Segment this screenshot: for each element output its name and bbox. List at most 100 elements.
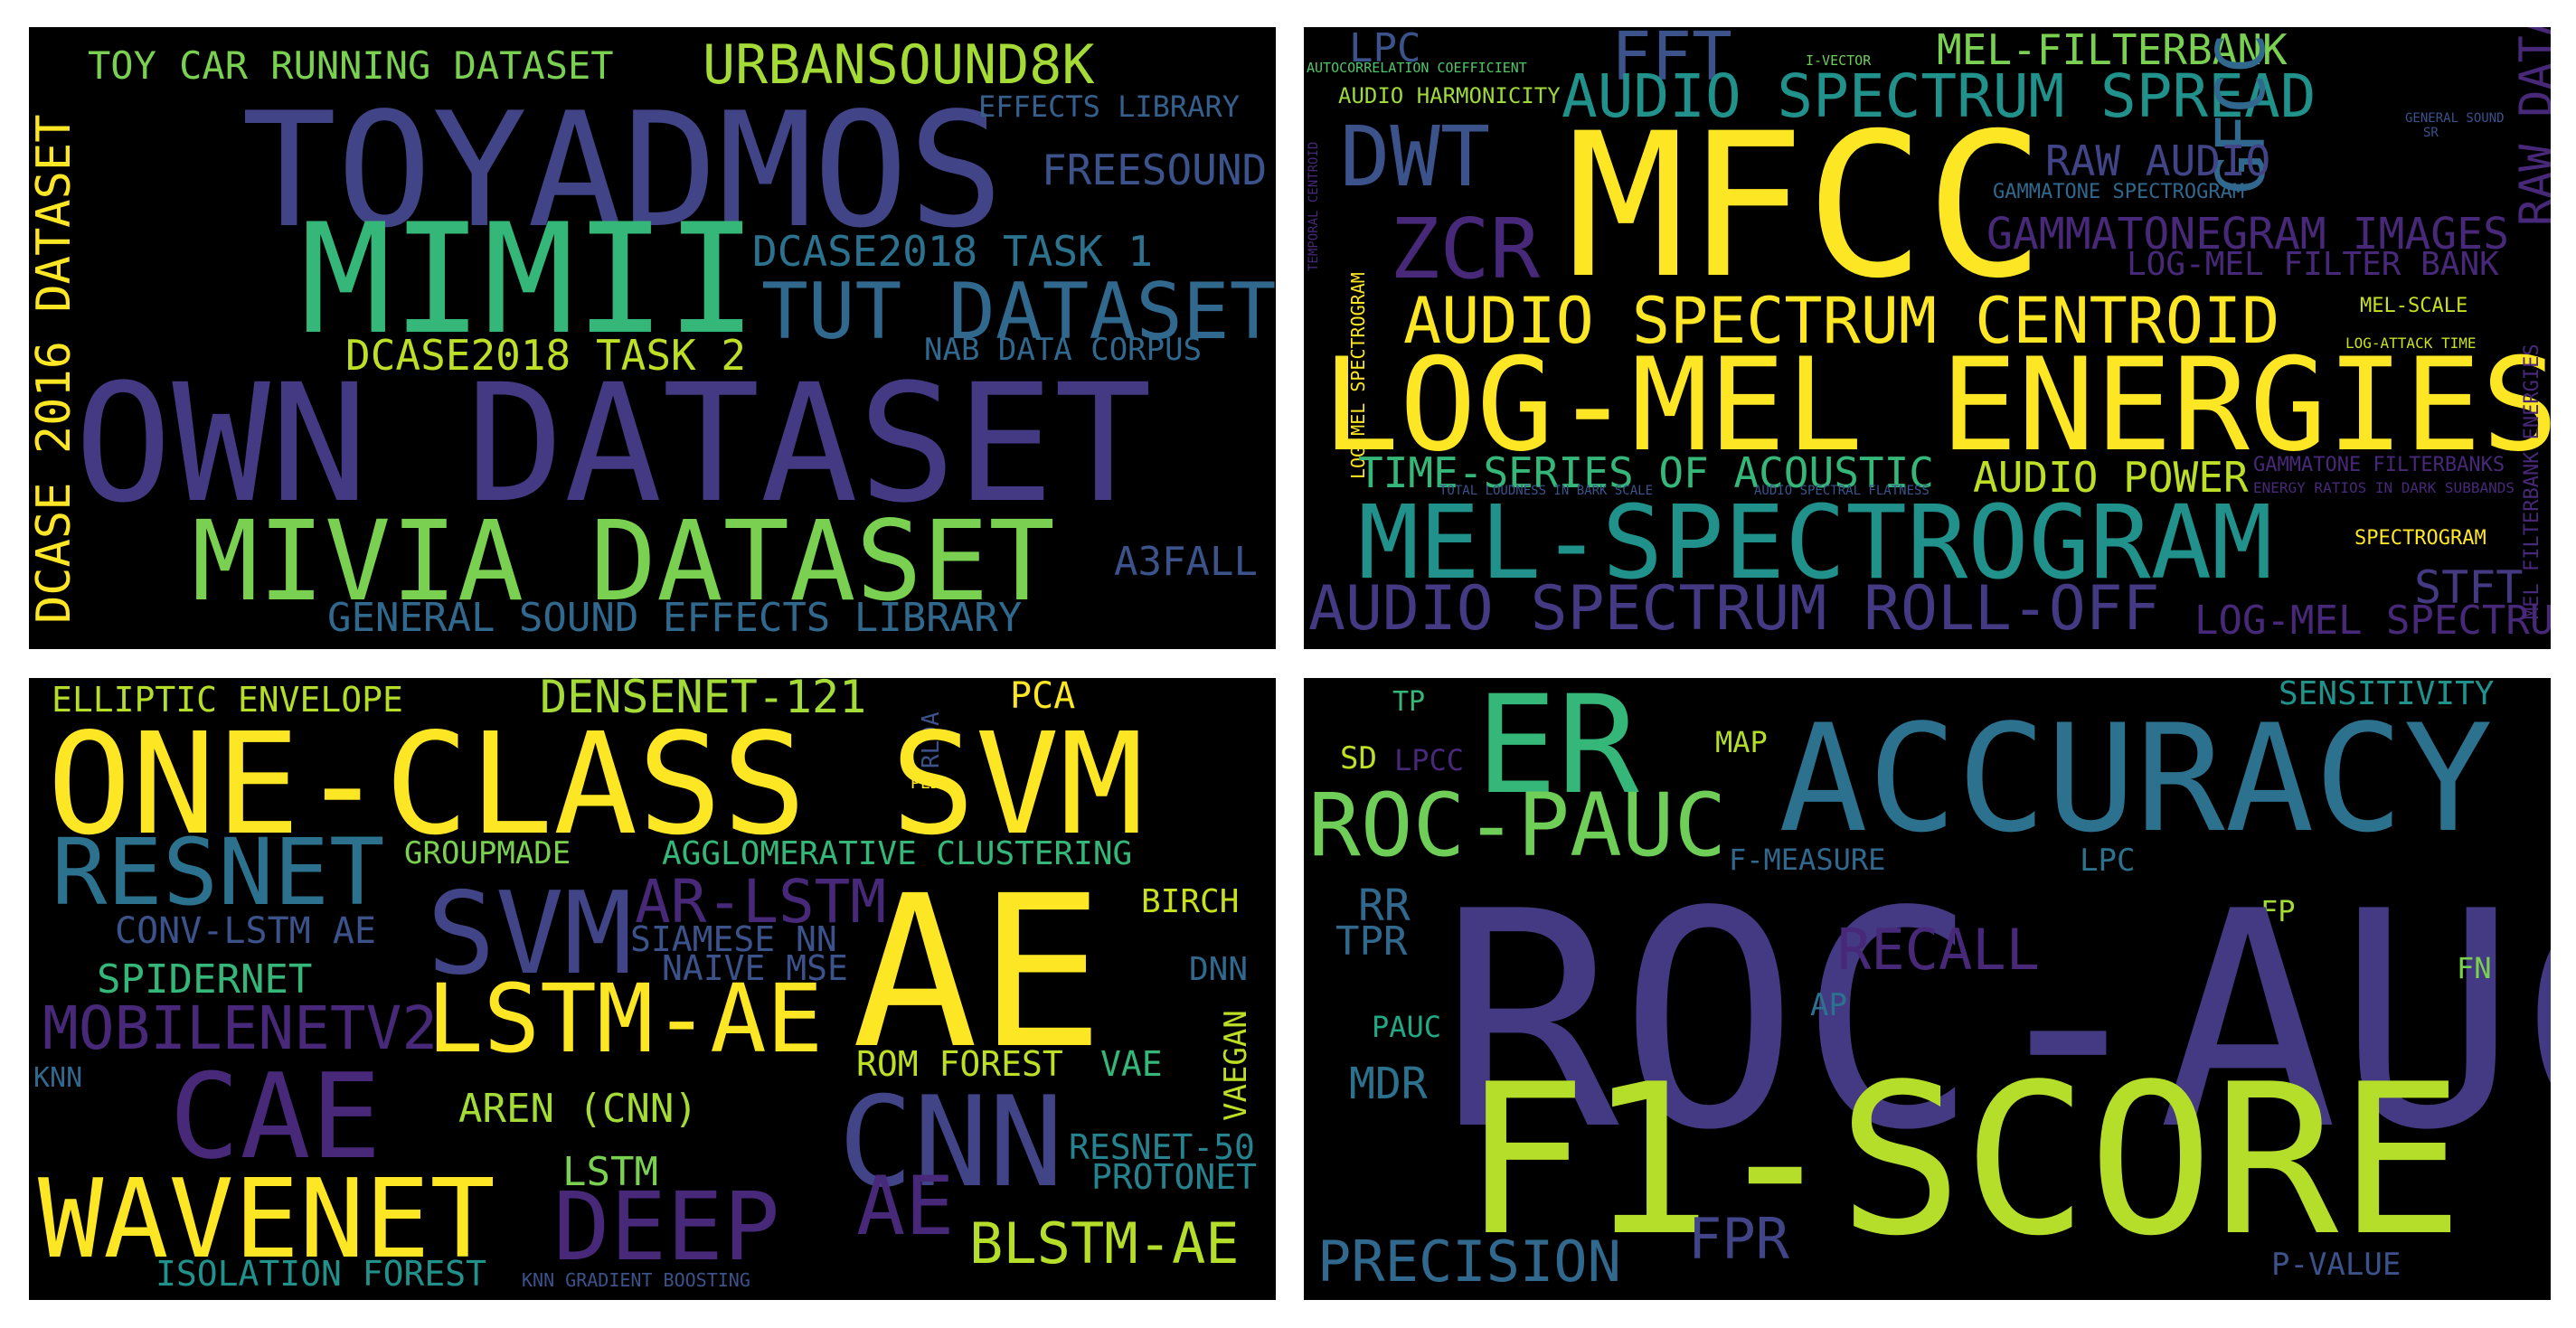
word-time-series-of-acoustic: TIME-SERIES OF ACOUSTIC [1358, 448, 1934, 497]
word-lstm-ae: LSTM-AE [427, 964, 824, 1074]
word-a3fall: A3FALL [1114, 539, 1258, 585]
word-spidernet: SPIDERNET [97, 956, 313, 1003]
word-accuracy: ACCURACY [1779, 692, 2493, 865]
word-cae: CAE [169, 1048, 382, 1185]
word-mel-spectrogram: MEL-SPECTROGRAM [1358, 485, 2273, 602]
word-ar-lstm: AR-LSTM [635, 867, 887, 937]
word-svm: SVM [427, 867, 633, 1000]
word-zcr: ZCR [1390, 201, 1541, 297]
word-cnn: CNN [838, 1069, 1064, 1215]
word-tut-dataset: TUT DATASET [761, 267, 1277, 357]
word-audio-power: AUDIO POWER [1973, 453, 2249, 502]
word-general-sound: GENERAL SOUND [2405, 111, 2505, 126]
word-dcase-2016-dataset: DCASE 2016 DATASET [27, 114, 81, 624]
word-effects-library: EFFECTS LIBRARY [978, 89, 1240, 124]
word-recall: RECALL [1837, 917, 2040, 983]
word-tp: TP [1392, 686, 1426, 718]
word-resnet: RESNET [52, 819, 385, 927]
word-mdr: MDR [1349, 1059, 1428, 1109]
word-log-mel-energies: LOG-MEL ENERGIES [1322, 331, 2552, 480]
word-sd: SD [1340, 740, 1377, 777]
word-f-measure: F-MEASURE [1729, 843, 1886, 877]
word-fp: FP [2260, 894, 2296, 928]
metrics-wordcloud-panel: TP ER SENSITIVITY MAP ACCURACY SD LPCC R… [1302, 676, 2552, 1302]
word-mimii: MIMII [300, 191, 758, 368]
word-knn: KNN [33, 1062, 83, 1094]
word-total-loudness-in-bark-scale: TOTAL LOUDNESS IN BARK SCALE [1439, 484, 1654, 498]
word-roc-auc: ROC-AUC [1439, 848, 2551, 1195]
word-dwt: DWT [1340, 108, 1491, 205]
word-gammatonegram-images: GAMMATONEGRAM IMAGES [1986, 209, 2509, 259]
word-one-class-svm: ONE-CLASS SVM [47, 702, 1145, 866]
word-gammatone-spectrogram: GAMMATONE SPECTROGRAM [1993, 181, 2245, 203]
word-audio-spectral-flatness: AUDIO SPECTRAL FLATNESS [1754, 484, 1930, 498]
word-mivia-dataset: MIVIA DATASET [192, 497, 1055, 626]
word-lpcc: LPCC [1394, 743, 1465, 777]
word-fpr: FPR [1688, 1206, 1789, 1272]
word-blstm-ae: BLSTM-AE [969, 1210, 1240, 1276]
word-wavenet: WAVENET [38, 1157, 495, 1283]
word-sr: SR [2423, 126, 2439, 140]
word-groupmade: GROUPMADE [404, 835, 571, 871]
word-pca: PCA [1010, 676, 1076, 717]
word-rr: RR [1358, 881, 1411, 931]
word-energy-ratios-in-dark-subbands: ENERGY RATIOS IN DARK SUBBANDS [2253, 479, 2515, 496]
datasets-wordcloud-panel: TOY CAR RUNNING DATASET URBANSOUND8K TOY… [27, 25, 1278, 651]
word-precision: PRECISION [1317, 1229, 1621, 1295]
word-mel-scale: MEL-SCALE [2360, 295, 2468, 317]
word-dnn: DNN [1189, 951, 1249, 988]
word-agglomerative-clustering: AGGLOMERATIVE CLUSTERING [662, 835, 1133, 872]
word-i-vector: I-VECTOR [1806, 52, 1872, 69]
word-roc-pauc: ROC-PAUC [1308, 775, 1727, 876]
word-p-value: P-VALUE [2271, 1247, 2401, 1283]
word-raw-data: RAW DATA [2510, 27, 2552, 226]
word-fn: FN [2457, 951, 2492, 985]
word-audio-spectrum-spread: AUDIO SPECTRUM SPREAD [1562, 61, 2317, 131]
word-raw-audio: RAW AUDIO [2045, 137, 2271, 185]
word-conv-lstm-ae: CONV-LSTM AE [115, 910, 376, 952]
word-lpc-metric: LPC [2080, 843, 2136, 879]
word-vaegan: VAEGAN [1218, 1010, 1254, 1121]
word-tpr: TPR [1335, 918, 1408, 965]
word-deep: DEEP [553, 1172, 780, 1282]
word-log-mel-filter-bank: LOG-MEL FILTER BANK [2127, 246, 2499, 283]
word-spectrogram: SPECTROGRAM [2354, 527, 2486, 550]
word-audio-spectrum-centroid: AUDIO SPECTRUM CENTROID [1403, 284, 2280, 358]
word-ap: AP [1810, 987, 1847, 1023]
word-fft: FFT [1611, 25, 1732, 96]
word-mel-filterbank: MEL-FILTERBANK [1937, 25, 2288, 74]
word-isolation-forest: ISOLATION FOREST [156, 1254, 487, 1294]
word-elliptic-envelope: ELLIPTIC ENVELOPE [52, 680, 403, 720]
word-log-mel-spectrum: LOG-MEL SPECTRUM [2194, 598, 2552, 644]
word-densenet-121: DENSENET-121 [540, 676, 867, 723]
word-log-attack-time: LOG-ATTACK TIME [2345, 334, 2477, 352]
word-f1-score: F1-SCORE [1462, 1041, 2464, 1282]
word-autocorrelation-coefficient: AUTOCORRELATION COEFFICIENT [1307, 60, 1527, 76]
word-lstm: LSTM [562, 1149, 658, 1195]
word-rom-forest: ROM FOREST [856, 1044, 1063, 1084]
word-aren-cnn: AREN (CNN) [458, 1086, 698, 1132]
word-stft: STFT [2414, 561, 2524, 614]
features-wordcloud-panel: LPC FFT MEL-FILTERBANK I-VECTOR AUTOCORR… [1302, 25, 2552, 651]
word-temporal-centroid: TEMPORAL CENTROID [1307, 141, 1321, 271]
word-knn-gradient-boosting: KNN GRADIENT BOOSTING [522, 1269, 750, 1291]
word-resnet-50: RESNET-50 [1069, 1127, 1255, 1167]
word-siamese-nn: SIAMESE NN [630, 919, 837, 959]
word-toyadmos: TOYADMOS [241, 80, 1004, 263]
word-er: ER [1476, 676, 1639, 824]
word-protonet: PROTONET [1091, 1157, 1258, 1197]
word-audio-harmonicity: AUDIO HARMONICITY [1338, 83, 1561, 108]
word-ae-small: AE [856, 1159, 955, 1254]
word-mel-filterbank-energies: MEL FILTERBANK ENERGIES [2521, 344, 2543, 619]
word-freesound: FREESOUND [1042, 146, 1268, 194]
word-naive-mse: NAIVE MSE [662, 948, 848, 988]
word-map: MAP [1715, 725, 1768, 759]
word-nab-data-corpus: NAB DATA CORPUS [924, 332, 1203, 368]
word-dcase2018-task1: DCASE2018 TASK 1 [752, 227, 1154, 276]
word-birch: BIRCH [1141, 883, 1240, 920]
word-toy-car-running-dataset: TOY CAR RUNNING DATASET [88, 43, 614, 88]
word-pauc: PAUC [1372, 1010, 1442, 1044]
word-urbansound8k: URBANSOUND8K [703, 33, 1095, 97]
word-sensitivity: SENSITIVITY [2279, 676, 2495, 712]
word-vae: VAE [1100, 1044, 1163, 1084]
